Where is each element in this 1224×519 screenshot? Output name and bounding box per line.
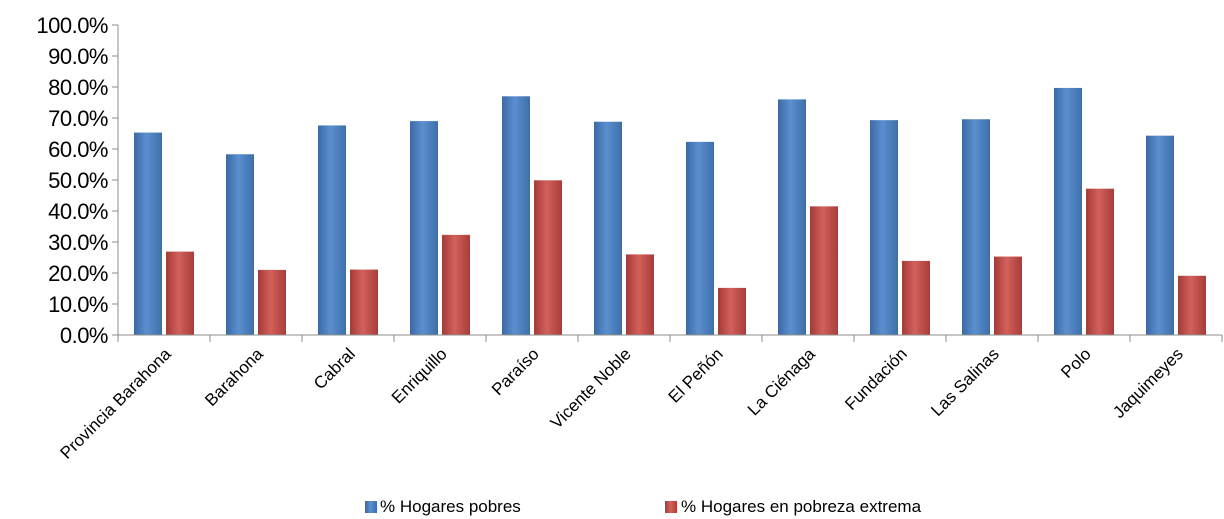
bar-series-1	[594, 121, 622, 335]
bar-series-2	[442, 234, 470, 335]
y-tick-label: 80.0%	[48, 75, 108, 100]
x-tick-label: Las Salinas	[927, 344, 1003, 420]
legend-label-series-1: % Hogares pobres	[380, 497, 521, 516]
bar-series-2	[1178, 275, 1206, 335]
bar-series-2	[994, 256, 1022, 335]
legend: % Hogares pobres % Hogares en pobreza ex…	[365, 497, 922, 516]
y-tick-label: 60.0%	[48, 137, 108, 162]
bar-series-1	[502, 96, 530, 335]
y-tick-label: 50.0%	[48, 168, 108, 193]
bar-series-1	[318, 125, 346, 335]
x-tick-label: Provincia Barahona	[56, 344, 175, 463]
bar-series-2	[1086, 188, 1114, 335]
legend-swatch-series-1	[365, 501, 377, 513]
bar-series-1	[962, 119, 990, 336]
x-tick-label: Polo	[1057, 344, 1094, 381]
x-tick-label: Fundación	[841, 344, 911, 414]
bar-series-2	[626, 254, 654, 335]
bar-series-1	[134, 132, 162, 335]
bar-series-1	[686, 141, 714, 335]
x-tick-label: Jaquimeyes	[1109, 344, 1187, 422]
x-tick-label: Paraíso	[488, 344, 543, 399]
bar-series-2	[166, 251, 194, 335]
bar-series-2	[902, 260, 930, 335]
bar-series-2	[258, 269, 286, 335]
x-tick-label: Barahona	[201, 344, 267, 410]
y-tick-label: 20.0%	[48, 261, 108, 286]
y-tick-label: 30.0%	[48, 230, 108, 255]
x-tick-label: El Peñón	[665, 344, 727, 406]
y-tick-label: 0.0%	[60, 323, 108, 348]
y-tick-label: 10.0%	[48, 292, 108, 317]
plot-area: 0.0% 10.0% 20.0% 30.0% 40.0% 50.0% 60.0% 70.0% 8…	[36, 13, 1223, 463]
bar-series-1	[1146, 135, 1174, 335]
bar-series-1	[870, 120, 898, 335]
bar-series-2	[350, 269, 378, 335]
bar-series-2	[718, 287, 746, 335]
bar-series-1	[226, 154, 254, 335]
bar-series-1	[778, 99, 806, 336]
bar-series-1	[1054, 87, 1082, 336]
x-tick-label: Cabral	[310, 344, 359, 393]
bar-series-1	[410, 121, 438, 335]
y-tick-label: 90.0%	[48, 44, 108, 69]
legend-swatch-series-2	[665, 501, 677, 513]
y-tick-label: 100.0%	[36, 13, 108, 38]
y-tick-label: 40.0%	[48, 199, 108, 224]
x-tick-label: Vicente Noble	[547, 344, 635, 432]
bar-series-2	[810, 206, 838, 335]
x-tick-label: La Ciénaga	[744, 344, 819, 419]
bar-series-2	[534, 180, 562, 335]
y-tick-label: 70.0%	[48, 106, 108, 131]
x-tick-label: Enriquillo	[388, 344, 451, 407]
legend-label-series-2: % Hogares en pobreza extrema	[681, 497, 922, 516]
